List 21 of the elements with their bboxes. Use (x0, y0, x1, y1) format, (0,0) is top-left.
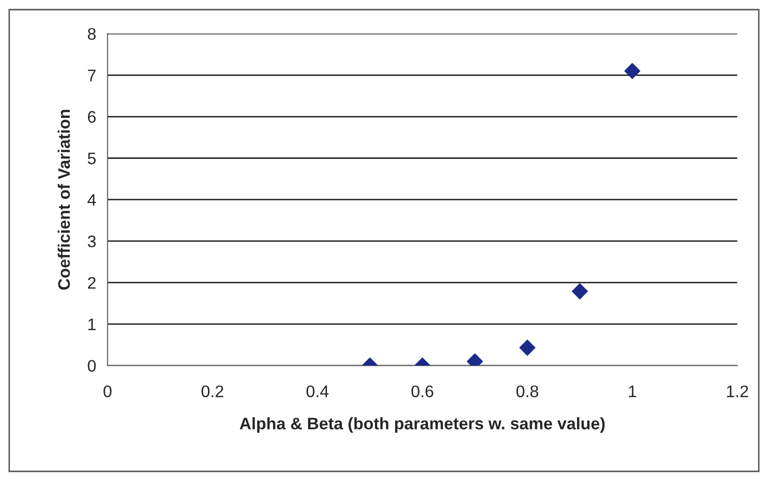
y-tick-label: 3 (88, 236, 96, 248)
y-tick-label: 0 (88, 360, 96, 372)
x-axis-title: Alpha & Beta (both parameters w. same value) (240, 417, 605, 433)
y-tick-label: 2 (88, 276, 96, 289)
y-tick-label: 1 (88, 318, 96, 330)
point (572, 283, 588, 300)
point (519, 340, 536, 356)
y-axis-title: Coefficient of Variation (58, 110, 70, 290)
y-tick-label: 7 (88, 70, 96, 82)
x-tick-label: 0 (104, 385, 112, 398)
y-tick-label: 8 (88, 28, 96, 40)
x-tick-label: 0.2 (202, 385, 224, 398)
x-tick-label: 0.8 (516, 385, 538, 398)
y-tick-label: 5 (88, 152, 96, 164)
point (624, 62, 640, 80)
x-tick-label: 1 (628, 386, 636, 398)
x-tick-label: 1.2 (726, 385, 748, 398)
x-tick-label: 0.4 (306, 385, 329, 398)
x-tick-label: 0.6 (411, 385, 434, 398)
y-tick-label: 4 (88, 194, 96, 206)
y-tick-label: 6 (88, 111, 96, 123)
